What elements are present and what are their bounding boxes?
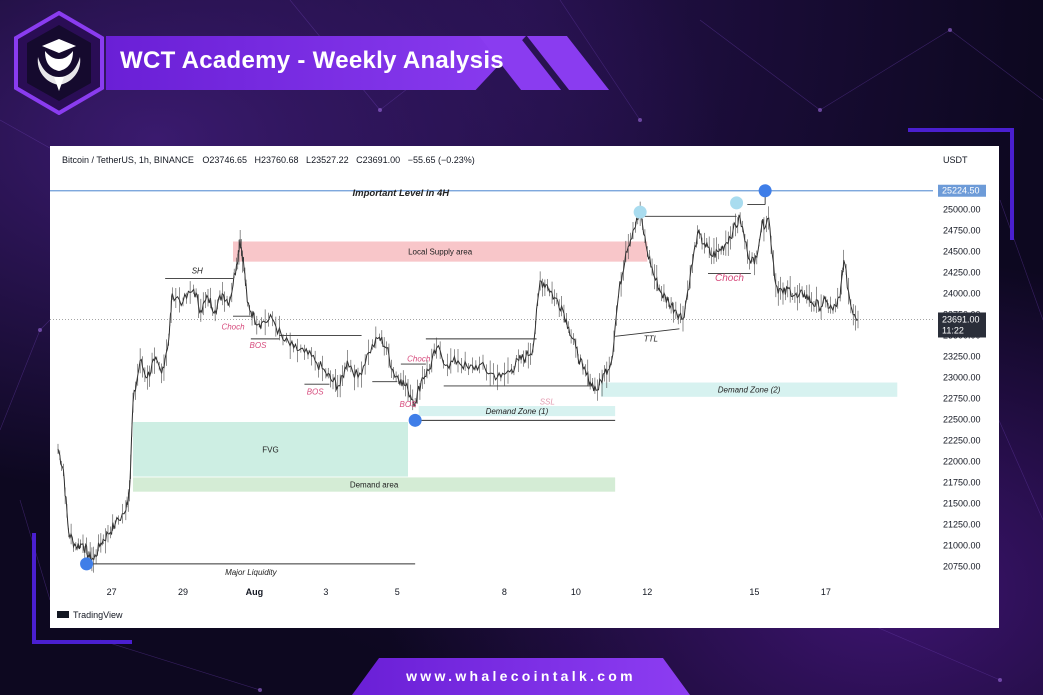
zone-label: Demand Zone (1) <box>486 407 549 416</box>
chart-annotation: Choch <box>715 273 744 284</box>
footer-bar <box>352 658 690 695</box>
y-tick-label: 24250.00 <box>943 268 981 278</box>
y-tick-label: 24000.00 <box>943 289 981 299</box>
chart-annotation: BOS <box>400 400 418 409</box>
x-tick-label: 3 <box>323 587 328 597</box>
pivot-marker <box>730 196 744 210</box>
level-price-label: 25224.50 <box>942 186 980 196</box>
frame-accent-right <box>1010 128 1014 240</box>
currency-label: USDT <box>943 155 968 165</box>
zone-demand_zone <box>600 382 898 397</box>
chart-annotation: Important Level in 4H <box>353 188 451 199</box>
y-tick-label: 24500.00 <box>943 247 981 257</box>
page-title: WCT Academy - Weekly Analysis <box>120 47 504 74</box>
chart-annotation: Choch <box>407 355 431 364</box>
frame-accent-top <box>908 128 1014 132</box>
wct-logo <box>14 11 104 115</box>
y-tick-label: 22750.00 <box>943 393 981 403</box>
chart-annotation: SSL <box>540 397 555 406</box>
x-tick-label: 17 <box>821 587 831 597</box>
y-tick-label: 23000.00 <box>943 373 981 383</box>
pivot-marker <box>80 557 94 571</box>
zone-demand <box>133 477 616 492</box>
structure-line <box>615 328 680 337</box>
chart-annotation: Major Liquidity <box>225 568 278 577</box>
zone-label: Demand area <box>350 481 399 490</box>
y-tick-label: 22500.00 <box>943 414 981 424</box>
frame-accent-left <box>32 533 36 643</box>
y-tick-label: 22000.00 <box>943 456 981 466</box>
current-price-badge <box>938 312 986 338</box>
x-tick-label: 15 <box>749 587 759 597</box>
x-tick-label: 29 <box>178 587 188 597</box>
y-tick-label: 21750.00 <box>943 477 981 487</box>
y-tick-label: 22250.00 <box>943 435 981 445</box>
pivot-marker <box>758 184 772 198</box>
x-tick-label: 5 <box>395 587 400 597</box>
zone-demand_zone <box>418 406 616 417</box>
whale-icon <box>37 39 81 91</box>
chart-annotation: BOS <box>250 341 268 350</box>
x-tick-label: 12 <box>642 587 652 597</box>
y-tick-label: 21000.00 <box>943 540 981 550</box>
x-tick-label: 10 <box>571 587 581 597</box>
zone-label: Local Supply area <box>408 248 473 257</box>
y-tick-label: 21500.00 <box>943 498 981 508</box>
chart-title: Bitcoin / TetherUS, 1h, BINANCE O23746.6… <box>62 155 475 165</box>
zone-label: FVG <box>262 445 278 454</box>
tradingview-icon <box>57 611 69 618</box>
chart-panel[interactable]: Local Supply area FVG Demand area Demand Zo… <box>50 146 999 628</box>
level-price-badge <box>938 184 986 197</box>
chart-annotation: BOS <box>307 387 325 396</box>
footer-url[interactable]: www.whalecointalk.com <box>406 668 636 684</box>
y-tick-label: 23250.00 <box>943 352 981 362</box>
chart-annotation: Choch <box>221 323 245 332</box>
y-tick-label: 20750.00 <box>943 561 981 571</box>
zone-label: Demand Zone (2) <box>718 386 781 395</box>
price-chart[interactable]: Local Supply area FVG Demand area Demand Zo… <box>50 146 999 628</box>
y-tick-label: 25000.00 <box>943 205 981 215</box>
tradingview-watermark: TradingView <box>57 610 123 620</box>
chart-annotation: TTL <box>644 334 658 343</box>
countdown-label: 11:22 <box>942 325 964 335</box>
x-tick-label: 27 <box>107 587 117 597</box>
current-price-label: 23691.00 <box>942 314 980 324</box>
zone-fvg <box>133 421 408 477</box>
pivot-marker <box>408 413 422 427</box>
x-tick-label: 8 <box>502 587 507 597</box>
pivot-marker <box>633 205 647 219</box>
price-series-line <box>57 212 859 564</box>
chart-annotation: SH <box>192 266 203 275</box>
y-tick-label: 21250.00 <box>943 519 981 529</box>
zone-supply <box>233 241 648 262</box>
y-tick-label: 24750.00 <box>943 226 981 236</box>
frame-accent-bottom <box>32 640 132 644</box>
watermark-label: TradingView <box>73 610 123 620</box>
title-banner <box>106 36 526 90</box>
x-tick-label: Aug <box>246 587 264 597</box>
